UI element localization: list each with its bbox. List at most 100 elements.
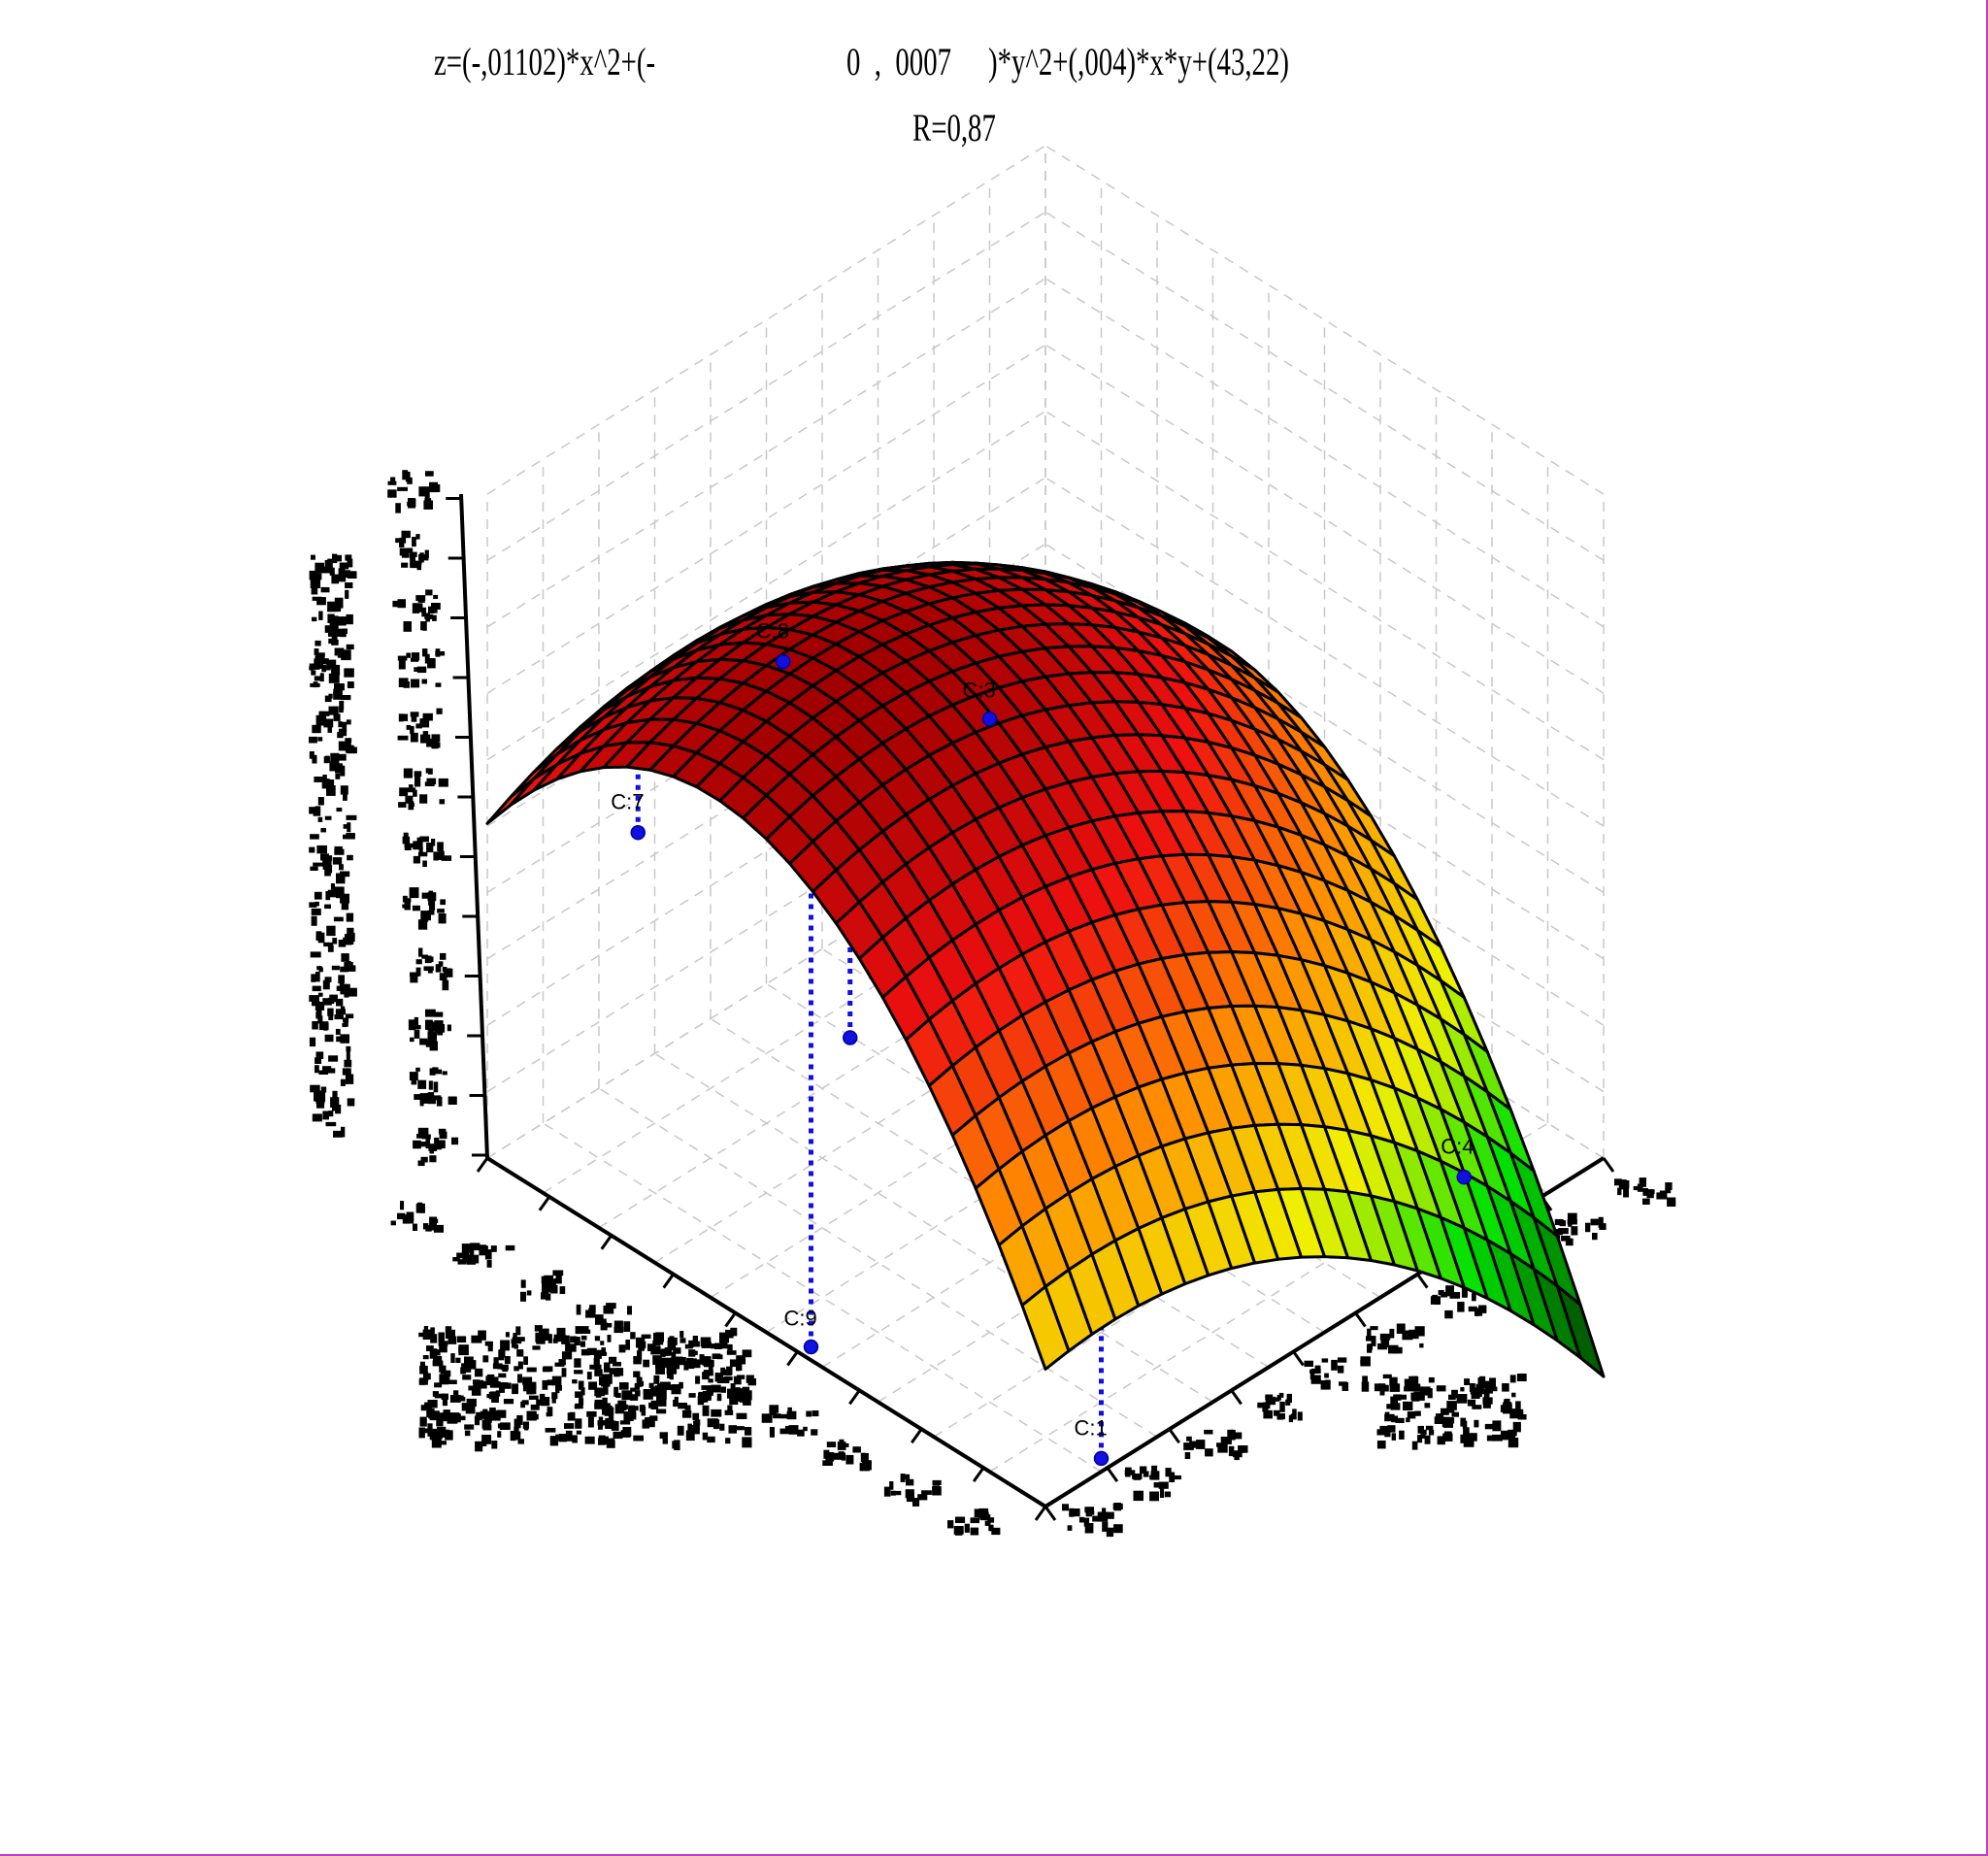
glyph-pixel: [343, 1017, 349, 1023]
glyph-pixel: [1614, 1178, 1622, 1186]
z-axis-title-glyph: [309, 553, 357, 1138]
glyph-pixel: [315, 1002, 325, 1011]
glyph-pixel: [405, 471, 411, 482]
axis-ticks: [446, 497, 1615, 1521]
wall-grid-line: [486, 145, 1046, 495]
glyph-pixel: [526, 1384, 537, 1395]
glyph-pixel: [410, 712, 419, 717]
x-axis-tick: [724, 1311, 737, 1328]
glyph-pixel: [681, 1409, 692, 1418]
glyph-pixel: [723, 1376, 733, 1381]
glyph-pixel: [345, 1074, 354, 1084]
glyph-pixel: [617, 1404, 623, 1410]
glyph-pixel: [453, 1390, 459, 1400]
glyph-pixel: [428, 1080, 433, 1090]
x-axis-tick: [600, 1234, 613, 1250]
glyph-pixel: [1451, 1389, 1458, 1399]
glyph-pixel: [729, 1359, 738, 1368]
glyph-pixel: [1443, 1417, 1453, 1428]
glyph-pixel: [733, 1375, 742, 1385]
glyph-pixel: [528, 1395, 539, 1400]
y-tick-label-glyph: [1183, 1429, 1248, 1461]
glyph-pixel: [1446, 1401, 1457, 1410]
glyph-pixel: [1420, 1386, 1431, 1396]
glyph-pixel: [491, 1396, 499, 1403]
glyph-pixel: [413, 1140, 421, 1149]
glyph-pixel: [1164, 1491, 1172, 1498]
glyph-pixel: [1665, 1188, 1672, 1194]
glyph-pixel: [1508, 1438, 1519, 1448]
glyph-pixel: [730, 1383, 736, 1394]
glyph-pixel: [1517, 1409, 1524, 1419]
glyph-pixel: [413, 855, 420, 864]
glyph-pixel: [1073, 1508, 1080, 1517]
glyph-pixel: [736, 1394, 743, 1402]
glyph-pixel: [779, 1428, 791, 1435]
glyph-pixel: [419, 1416, 427, 1427]
glyph-pixel: [335, 763, 343, 774]
glyph-pixel: [1165, 1468, 1172, 1477]
glyph-pixel: [621, 1390, 633, 1401]
glyph-pixel: [889, 1481, 894, 1490]
z-tick-label-glyph: [392, 589, 441, 632]
glyph-pixel: [316, 597, 326, 606]
z-tick-label-glyph: [410, 947, 453, 991]
glyph-pixel: [674, 1440, 680, 1450]
glyph-pixel: [432, 1391, 439, 1397]
glyph-pixel: [688, 1393, 696, 1398]
glyph-pixel: [569, 1343, 577, 1352]
glyph-pixel: [461, 1243, 473, 1253]
glyph-pixel: [407, 477, 413, 484]
glyph-pixel: [1143, 1471, 1149, 1477]
glyph-pixel: [906, 1478, 914, 1486]
glyph-pixel: [947, 1520, 954, 1529]
glyph-pixel: [435, 1069, 443, 1075]
point-label: C:4: [1441, 1135, 1474, 1159]
glyph-pixel: [503, 1399, 514, 1405]
glyph-pixel: [661, 1357, 672, 1369]
glyph-pixel: [575, 1391, 583, 1398]
glyph-pixel: [447, 1024, 451, 1032]
glyph-pixel: [479, 1244, 486, 1256]
glyph-pixel: [485, 1375, 491, 1381]
glyph-pixel: [419, 718, 430, 728]
glyph-pixel: [587, 1416, 594, 1428]
glyph-pixel: [526, 1290, 532, 1296]
glyph-pixel: [551, 1375, 562, 1386]
x-tick-label-glyph: [947, 1508, 1001, 1536]
glyph-pixel: [585, 1309, 596, 1318]
glyph-pixel: [465, 1404, 476, 1414]
glyph-pixel: [932, 1486, 942, 1496]
glyph-pixel: [535, 1332, 542, 1342]
glyph-pixel: [315, 1051, 324, 1059]
glyph-pixel: [784, 1425, 790, 1430]
glyph-pixel: [677, 1425, 684, 1436]
glyph-pixel: [429, 1155, 437, 1163]
glyph-pixel: [580, 1329, 591, 1334]
glyph-pixel: [422, 1329, 433, 1340]
glyph-pixel: [309, 751, 315, 759]
glyph-pixel: [490, 1410, 501, 1421]
glyph-pixel: [422, 713, 433, 721]
glyph-pixel: [338, 721, 343, 728]
glyph-pixel: [410, 732, 418, 743]
glyph-pixel: [604, 1407, 614, 1416]
glyph-pixel: [458, 1345, 465, 1353]
glyph-pixel: [345, 589, 349, 599]
glyph-pixel: [425, 589, 433, 596]
glyph-pixel: [609, 1356, 617, 1364]
glyph-pixel: [1411, 1441, 1418, 1450]
glyph-pixel: [729, 1395, 739, 1406]
glyph-pixel: [324, 625, 331, 633]
glyph-pixel: [312, 616, 317, 622]
glyph-pixel: [338, 728, 348, 737]
glyph-pixel: [324, 977, 332, 982]
glyph-pixel: [1172, 1475, 1181, 1480]
glyph-pixel: [517, 1374, 522, 1383]
glyph-pixel: [1184, 1452, 1191, 1459]
glyph-pixel: [613, 1320, 623, 1330]
glyph-pixel: [335, 1104, 342, 1114]
glyph-pixel: [747, 1378, 756, 1386]
glyph-pixel: [532, 1345, 541, 1350]
